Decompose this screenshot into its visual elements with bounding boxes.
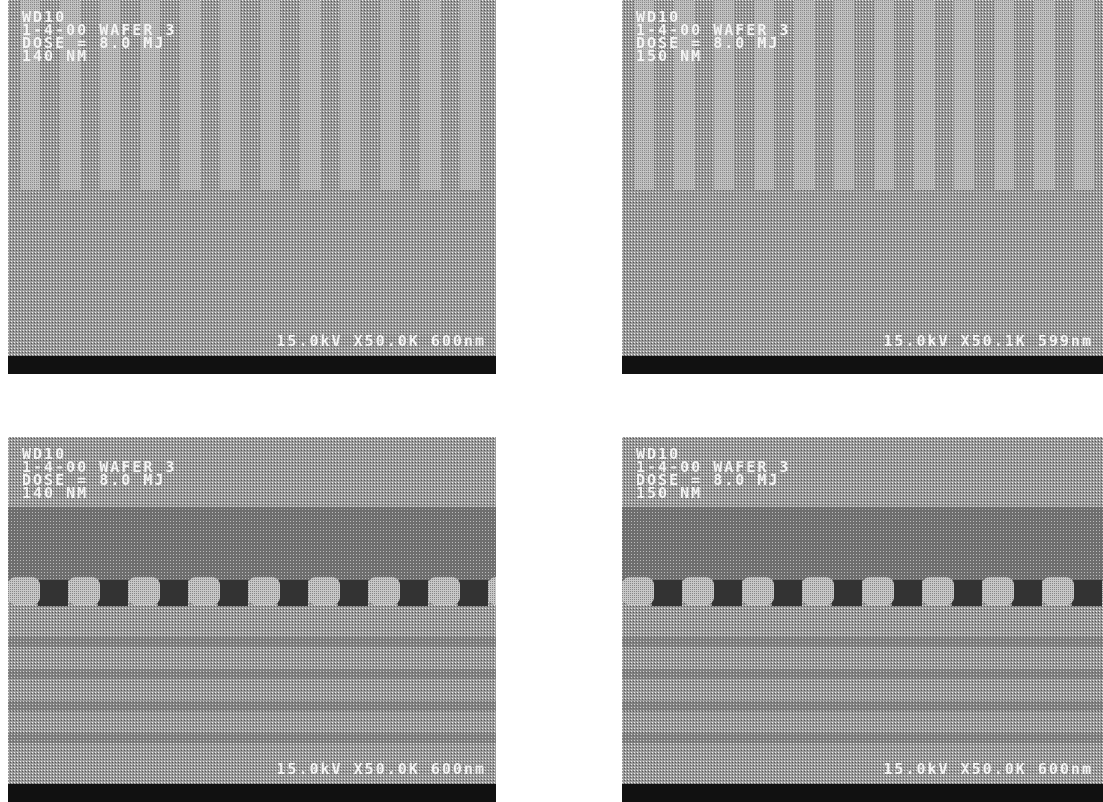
substrate-band (622, 733, 1103, 743)
line-profile (802, 577, 834, 605)
substrate-band (8, 637, 496, 647)
scale-info: 15.0kV X50.0K 600nm (883, 760, 1093, 778)
line-pattern (994, 0, 1014, 190)
line-pattern (380, 0, 400, 190)
line-pattern (140, 0, 160, 190)
line-pattern (220, 0, 240, 190)
line-pattern (340, 0, 360, 190)
trench (218, 580, 248, 606)
line-pattern (794, 0, 814, 190)
background (622, 0, 1103, 374)
image-label: DOSE = 8.0 MJ (636, 34, 779, 52)
image-label: WD10 (22, 445, 66, 463)
line-profile (68, 577, 100, 605)
trench (1072, 580, 1102, 606)
line-profile (742, 577, 774, 605)
trench (38, 580, 68, 606)
line-pattern (634, 0, 654, 190)
line-profile (128, 577, 160, 605)
image-label: 140 NM (22, 47, 88, 65)
line-profile (1042, 577, 1074, 605)
line-profile (862, 577, 894, 605)
scale-info: 15.0kV X50.1K 599nm (883, 332, 1093, 350)
line-profile (622, 577, 654, 605)
substrate-band (8, 669, 496, 679)
trench (278, 580, 308, 606)
image-label: WD10 (636, 8, 680, 26)
info-bar (622, 784, 1103, 802)
line-pattern (20, 0, 40, 190)
image-label: 140 NM (22, 484, 88, 502)
trench (458, 580, 488, 606)
image-label: 1-4-00 WAFER 3 (22, 458, 176, 476)
line-pattern (100, 0, 120, 190)
line-profile (8, 577, 40, 605)
image-label: 1-4-00 WAFER 3 (636, 21, 790, 39)
line-pattern (954, 0, 974, 190)
substrate-band (8, 701, 496, 711)
line-pattern (1074, 0, 1094, 190)
image-label: DOSE = 8.0 MJ (636, 471, 779, 489)
line-profile (428, 577, 460, 605)
line-pattern (674, 0, 694, 190)
image-label: DOSE = 8.0 MJ (22, 34, 165, 52)
substrate-band (622, 701, 1103, 711)
line-pattern (754, 0, 774, 190)
upper-band (622, 507, 1103, 582)
line-profile (488, 577, 496, 605)
line-pattern (420, 0, 440, 190)
scale-info: 15.0kV X50.0K 600nm (276, 332, 486, 350)
line-pattern (714, 0, 734, 190)
image-label: 1-4-00 WAFER 3 (636, 458, 790, 476)
line-profile (248, 577, 280, 605)
line-profile (982, 577, 1014, 605)
trench (338, 580, 368, 606)
substrate-band (622, 637, 1103, 647)
trench (158, 580, 188, 606)
substrate-band (622, 669, 1103, 679)
line-pattern (180, 0, 200, 190)
line-profile (368, 577, 400, 605)
scale-info: 15.0kV X50.0K 600nm (276, 760, 486, 778)
line-pattern (834, 0, 854, 190)
trench (712, 580, 742, 606)
info-bar (622, 356, 1103, 374)
line-pattern (914, 0, 934, 190)
trench (652, 580, 682, 606)
image-label: DOSE = 8.0 MJ (22, 471, 165, 489)
trench (892, 580, 922, 606)
image-label: 150 NM (636, 484, 702, 502)
trench (832, 580, 862, 606)
line-profile (188, 577, 220, 605)
image-label: 1-4-00 WAFER 3 (22, 21, 176, 39)
trench (772, 580, 802, 606)
trench (1012, 580, 1042, 606)
substrate-band (8, 733, 496, 743)
line-pattern (300, 0, 320, 190)
line-profile (682, 577, 714, 605)
trench (98, 580, 128, 606)
upper-band (8, 507, 496, 582)
trench (398, 580, 428, 606)
info-bar (8, 356, 496, 374)
line-profile (922, 577, 954, 605)
line-pattern (1034, 0, 1054, 190)
image-label: WD10 (636, 445, 680, 463)
background (8, 0, 496, 374)
line-pattern (60, 0, 80, 190)
line-profile (308, 577, 340, 605)
line-pattern (874, 0, 894, 190)
line-pattern (460, 0, 480, 190)
image-label: 150 NM (636, 47, 702, 65)
info-bar (8, 784, 496, 802)
line-pattern (260, 0, 280, 190)
trench (952, 580, 982, 606)
image-label: WD10 (22, 8, 66, 26)
